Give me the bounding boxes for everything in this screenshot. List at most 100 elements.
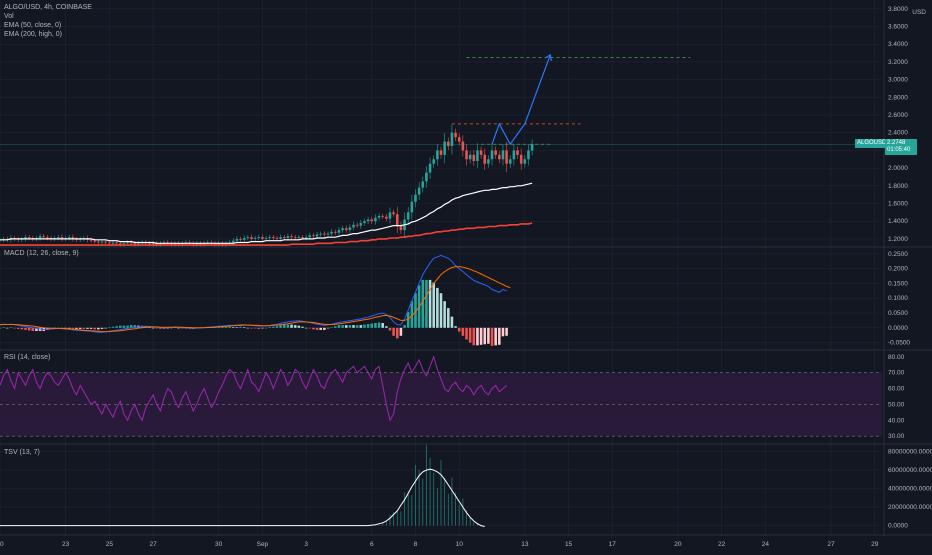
x-tick-label: 15	[565, 541, 573, 548]
tsv-histogram-bar	[386, 522, 387, 526]
candle-body	[429, 164, 432, 173]
candle-body	[316, 234, 319, 236]
macd-histogram-bar	[21, 328, 24, 330]
candle-body	[447, 142, 450, 146]
macd-histogram-bar	[177, 328, 180, 329]
x-tick-label: 20	[674, 541, 682, 548]
candle-body	[502, 150, 505, 159]
candle-body	[440, 150, 443, 154]
macd-histogram-bar	[323, 328, 326, 330]
rsi-pane-title[interactable]: RSI (14, close)	[4, 354, 50, 361]
macd-histogram-bar	[225, 327, 228, 328]
macd-histogram-bar	[276, 326, 279, 328]
vol-indicator-label[interactable]: Vol	[4, 12, 92, 21]
candle-body	[392, 212, 395, 214]
candle-body	[265, 238, 268, 239]
macd-histogram-bar	[301, 327, 304, 328]
macd-histogram-bar	[309, 328, 312, 329]
candle-body	[480, 150, 483, 154]
tsv-histogram-bar	[426, 445, 427, 526]
macd-histogram-bar	[334, 326, 337, 328]
x-tick-label: 13	[521, 541, 529, 548]
rsi-tick-label: 80.00	[888, 354, 905, 361]
macd-histogram-bar	[104, 328, 107, 329]
tsv-histogram-bar	[433, 473, 434, 526]
tsv-tick-label: 60000000.0000	[888, 467, 932, 474]
candle-body	[119, 243, 122, 244]
candle-body	[381, 216, 384, 217]
tsv-histogram-bar	[401, 511, 402, 525]
candle-body	[148, 243, 151, 244]
macd-histogram-bar	[239, 327, 242, 328]
candle-body	[396, 214, 399, 226]
x-tick-label: 8	[414, 541, 418, 548]
tsv-histogram-bar	[473, 522, 474, 525]
currency-label: USD	[912, 9, 926, 16]
macd-histogram-bar	[268, 327, 271, 328]
macd-histogram-bar	[72, 328, 75, 329]
macd-histogram-bar	[254, 328, 257, 329]
candle-body	[137, 243, 140, 244]
x-tick-label: 23	[62, 541, 70, 548]
price-tag-countdown: 01:05:40	[887, 147, 915, 154]
tsv-tick-label: 20000000.0000	[888, 504, 932, 511]
macd-histogram-bar	[349, 325, 352, 328]
candle-body	[527, 150, 530, 159]
macd-histogram-bar	[228, 327, 231, 328]
candle-body	[498, 155, 501, 159]
ema200-indicator-label[interactable]: EMA (200, high, 0)	[4, 30, 92, 39]
candle-body	[370, 219, 373, 221]
candle-body	[367, 219, 370, 221]
macd-histogram-bar	[93, 328, 96, 330]
candle-body	[276, 238, 279, 239]
candle-body	[327, 234, 330, 235]
macd-histogram-bar	[396, 328, 399, 339]
macd-histogram-bar	[83, 328, 86, 329]
tsv-histogram-bar	[397, 512, 398, 526]
x-tick-label: 17	[609, 541, 617, 548]
tsv-histogram-bar	[390, 515, 391, 526]
candle-body	[487, 159, 490, 163]
x-tick-label: 6	[370, 541, 374, 548]
macd-histogram-bar	[6, 328, 9, 329]
candle-body	[232, 241, 235, 243]
rsi-tick-label: 40.00	[888, 417, 905, 424]
tsv-histogram-bar	[455, 493, 456, 526]
candle-body	[42, 236, 45, 237]
candle-body	[436, 150, 439, 159]
candle-body	[400, 226, 403, 230]
price-tag: ALGOUSD	[855, 139, 888, 148]
macd-histogram-bar	[458, 328, 461, 332]
candle-body	[104, 242, 107, 243]
macd-histogram-bar	[443, 301, 446, 328]
candle-body	[454, 133, 457, 137]
tsv-histogram-bar	[404, 492, 405, 525]
candle-body	[462, 142, 465, 151]
ema50-indicator-label[interactable]: EMA (50, close, 0)	[4, 21, 92, 30]
macd-histogram-bar	[473, 328, 476, 346]
price-tick-label: 3.4000	[888, 41, 908, 48]
candle-body	[352, 225, 355, 228]
macd-histogram-bar	[0, 328, 1, 329]
candle-body	[312, 235, 315, 236]
macd-histogram-bar	[502, 328, 505, 337]
tsv-histogram-bar	[437, 488, 438, 526]
symbol-line[interactable]: ALGO/USD, 4h, COINBASE	[4, 3, 92, 12]
macd-histogram-bar	[403, 325, 406, 328]
candle-body	[414, 195, 417, 202]
macd-histogram-bar	[436, 288, 439, 328]
price-tick-label: 3.2000	[888, 59, 908, 66]
macd-histogram-bar	[327, 328, 330, 329]
tsv-pane-title[interactable]: TSV (13, 7)	[4, 449, 40, 456]
candle-body	[272, 237, 275, 238]
candle-body	[134, 243, 137, 244]
macd-histogram-bar	[24, 328, 27, 330]
candle-body	[494, 150, 497, 154]
macd-histogram-bar	[115, 326, 118, 328]
macd-histogram-bar	[236, 327, 239, 328]
macd-histogram-bar	[440, 293, 443, 328]
price-tick-label: 3.6000	[888, 24, 908, 31]
macd-pane-title[interactable]: MACD (12, 26, close, 9)	[4, 250, 79, 257]
candle-body	[290, 236, 293, 237]
